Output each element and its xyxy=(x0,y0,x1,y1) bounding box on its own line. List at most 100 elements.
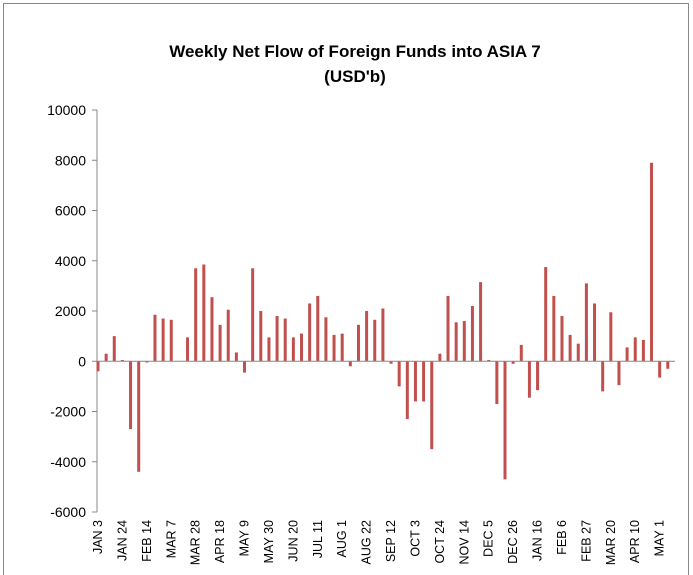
bar xyxy=(446,295,450,362)
y-tick-label: -6000 xyxy=(50,504,86,520)
chart-title: Weekly Net Flow of Foreign Funds into AS… xyxy=(169,42,541,61)
bar xyxy=(316,295,320,362)
bar xyxy=(650,162,654,362)
bar xyxy=(568,334,572,362)
bar xyxy=(112,336,116,362)
x-tick-label: AUG 1 xyxy=(335,520,349,558)
bar xyxy=(454,322,458,362)
x-tick-label: OCT 3 xyxy=(408,520,422,557)
bar xyxy=(332,334,336,362)
bar xyxy=(576,343,580,362)
x-tick-label: AUG 22 xyxy=(360,520,374,565)
bar xyxy=(234,352,238,362)
bar xyxy=(381,308,385,362)
bar xyxy=(633,337,637,362)
x-tick-label: JAN 16 xyxy=(531,520,545,561)
bar xyxy=(666,361,670,369)
y-tick-label: -2000 xyxy=(50,404,86,420)
bar xyxy=(397,361,401,387)
bar xyxy=(365,311,369,362)
bar xyxy=(422,361,426,402)
bar xyxy=(137,361,141,472)
bar xyxy=(120,359,124,362)
bar xyxy=(169,319,173,362)
x-tick-label: MAR 7 xyxy=(164,520,178,558)
bar xyxy=(373,319,377,362)
bar xyxy=(153,314,157,362)
x-tick-label: MAY 1 xyxy=(653,520,667,556)
x-tick-label: APR 18 xyxy=(213,520,227,563)
y-tick-label: 8000 xyxy=(55,152,86,168)
x-tick-label: APR 10 xyxy=(628,520,642,563)
x-tick-label: JUN 20 xyxy=(286,520,300,562)
bar xyxy=(430,361,434,450)
bar xyxy=(601,361,605,392)
bar xyxy=(129,361,133,430)
y-tick-label: 4000 xyxy=(55,253,86,269)
x-tick-label: MAY 9 xyxy=(238,520,252,556)
bar xyxy=(544,267,548,362)
bar xyxy=(413,361,417,402)
bar xyxy=(340,333,344,362)
bar xyxy=(519,344,523,362)
bar xyxy=(609,312,613,362)
bar xyxy=(161,318,165,362)
bar xyxy=(462,321,466,362)
bar xyxy=(210,297,214,362)
x-tick-label: DEC 26 xyxy=(506,520,520,564)
bar xyxy=(658,361,662,378)
bar xyxy=(641,339,645,362)
bar xyxy=(186,337,190,362)
bar xyxy=(487,359,491,362)
bar xyxy=(470,305,474,362)
bar xyxy=(324,317,328,362)
x-tick-label: JUL 11 xyxy=(311,520,325,558)
bar xyxy=(593,303,597,362)
bar xyxy=(617,361,621,386)
bar xyxy=(356,324,360,362)
x-tick-label: FEB 6 xyxy=(555,520,569,555)
bar xyxy=(308,303,312,362)
bar xyxy=(479,282,483,362)
y-tick-label: -4000 xyxy=(50,454,86,470)
y-tick-label: 6000 xyxy=(55,203,86,219)
bar xyxy=(104,353,108,362)
bar xyxy=(96,361,100,372)
bar xyxy=(511,361,515,364)
bar xyxy=(145,361,149,363)
bar xyxy=(202,264,206,362)
x-tick-label: JAN 24 xyxy=(115,520,129,561)
bar xyxy=(552,295,556,362)
x-tick-label: MAR 20 xyxy=(604,520,618,565)
bar xyxy=(389,361,393,364)
bar xyxy=(625,347,629,362)
x-tick-label: SEP 12 xyxy=(384,520,398,562)
x-tick-label: FEB 27 xyxy=(579,520,593,562)
y-tick-label: 2000 xyxy=(55,303,86,319)
y-tick-label: 0 xyxy=(78,353,86,369)
bar xyxy=(291,337,295,362)
bar xyxy=(495,361,499,404)
bar xyxy=(275,316,279,362)
x-tick-label: FEB 14 xyxy=(140,520,154,562)
chart-border xyxy=(3,3,689,575)
bar xyxy=(503,361,507,480)
bar xyxy=(283,318,287,362)
x-tick-label: OCT 24 xyxy=(433,520,447,564)
x-tick-label: MAY 30 xyxy=(262,520,276,563)
bar xyxy=(527,361,531,398)
bar xyxy=(267,337,271,362)
y-tick-label: 10000 xyxy=(47,102,86,118)
bar xyxy=(536,361,540,391)
bar xyxy=(226,309,230,362)
bar xyxy=(243,361,247,373)
bar xyxy=(438,353,442,362)
bar xyxy=(259,311,263,362)
x-tick-label: JAN 3 xyxy=(91,520,105,554)
chart-subtitle: (USD'b) xyxy=(324,67,386,86)
bar xyxy=(300,333,303,362)
x-tick-label: DEC 5 xyxy=(482,520,496,557)
bar xyxy=(405,361,409,420)
